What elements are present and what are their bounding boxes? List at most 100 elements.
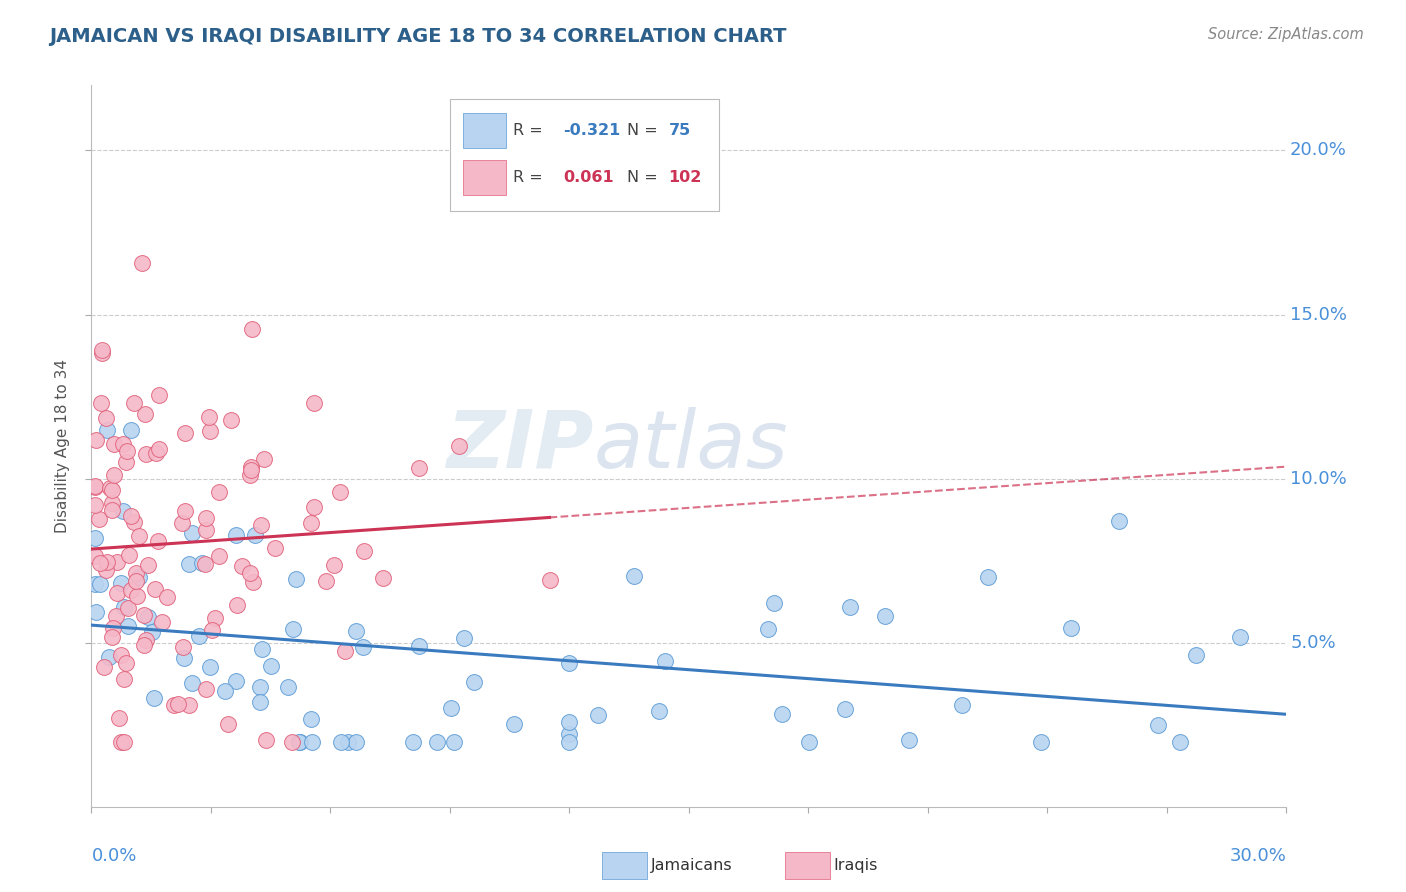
Point xyxy=(204,611,226,625)
Point xyxy=(763,596,786,610)
Point xyxy=(105,555,128,569)
Point xyxy=(950,698,973,713)
Point xyxy=(122,515,145,529)
Point xyxy=(1146,718,1168,732)
Point xyxy=(249,518,271,533)
Point xyxy=(249,680,271,694)
Point xyxy=(242,575,264,590)
Point xyxy=(558,727,581,741)
Point xyxy=(125,566,148,580)
Point xyxy=(299,712,322,726)
Point xyxy=(91,346,114,360)
Point xyxy=(181,676,204,690)
Point xyxy=(87,512,110,526)
Point xyxy=(89,577,111,591)
Point xyxy=(177,698,200,712)
Point xyxy=(197,409,219,424)
Point xyxy=(277,680,299,694)
Point xyxy=(408,639,430,653)
Point xyxy=(344,624,367,639)
Point xyxy=(150,615,173,629)
Point xyxy=(145,446,167,460)
Point xyxy=(453,631,475,645)
Point xyxy=(155,590,177,604)
Point xyxy=(373,571,395,585)
Point xyxy=(114,672,136,686)
Point xyxy=(96,423,118,437)
Point xyxy=(208,549,231,563)
Point xyxy=(148,442,170,456)
Point xyxy=(141,625,163,640)
Point xyxy=(408,460,430,475)
Point xyxy=(93,659,115,673)
Text: 0.061: 0.061 xyxy=(564,169,614,185)
Point xyxy=(337,734,360,748)
Point xyxy=(1060,621,1083,635)
Point xyxy=(136,609,159,624)
Point xyxy=(344,734,367,748)
Point xyxy=(103,467,125,482)
Point xyxy=(426,734,449,748)
Text: -0.321: -0.321 xyxy=(564,123,620,137)
Point xyxy=(217,717,239,731)
Point xyxy=(654,654,676,668)
Point xyxy=(110,734,132,748)
Point xyxy=(128,529,150,543)
Point xyxy=(558,715,581,730)
Point xyxy=(84,532,107,546)
Point xyxy=(288,734,311,748)
Point xyxy=(1108,514,1130,528)
Point xyxy=(110,576,132,591)
Point xyxy=(449,439,471,453)
Point xyxy=(1185,648,1208,662)
Text: 5.0%: 5.0% xyxy=(1291,634,1336,652)
Point xyxy=(112,734,135,748)
Point xyxy=(558,734,581,748)
Point xyxy=(875,609,897,624)
Point xyxy=(115,444,138,458)
Point xyxy=(200,424,222,438)
Point xyxy=(96,555,118,569)
Point xyxy=(90,396,112,410)
Point xyxy=(288,734,311,748)
Point xyxy=(333,644,356,658)
Point xyxy=(128,570,150,584)
Point xyxy=(84,479,107,493)
Point xyxy=(240,322,263,336)
Point xyxy=(329,734,352,748)
Point xyxy=(110,648,132,662)
Point xyxy=(194,523,217,537)
Point xyxy=(173,504,195,518)
Point xyxy=(225,674,247,689)
Text: atlas: atlas xyxy=(593,407,789,485)
Point xyxy=(84,549,107,564)
Point xyxy=(173,651,195,665)
Point xyxy=(758,623,780,637)
Point xyxy=(285,572,308,586)
Point xyxy=(98,482,121,496)
Text: 20.0%: 20.0% xyxy=(1291,142,1347,160)
Point xyxy=(98,650,121,665)
Point xyxy=(239,467,262,482)
Point xyxy=(89,556,111,570)
Point xyxy=(167,697,190,711)
Point xyxy=(122,396,145,410)
Point xyxy=(112,437,135,451)
Point xyxy=(94,563,117,577)
Text: N =: N = xyxy=(627,123,662,137)
Point xyxy=(280,734,302,748)
Point xyxy=(503,717,526,731)
Point xyxy=(115,455,138,469)
Point xyxy=(134,638,156,652)
Point xyxy=(200,660,222,674)
Point xyxy=(834,702,856,716)
Point xyxy=(134,407,156,421)
Point xyxy=(94,411,117,425)
Text: Source: ZipAtlas.com: Source: ZipAtlas.com xyxy=(1208,27,1364,42)
Text: 15.0%: 15.0% xyxy=(1291,306,1347,324)
Point xyxy=(253,452,276,467)
Y-axis label: Disability Age 18 to 34: Disability Age 18 to 34 xyxy=(55,359,70,533)
Text: N =: N = xyxy=(627,169,662,185)
Point xyxy=(353,544,375,558)
Point xyxy=(135,633,157,648)
